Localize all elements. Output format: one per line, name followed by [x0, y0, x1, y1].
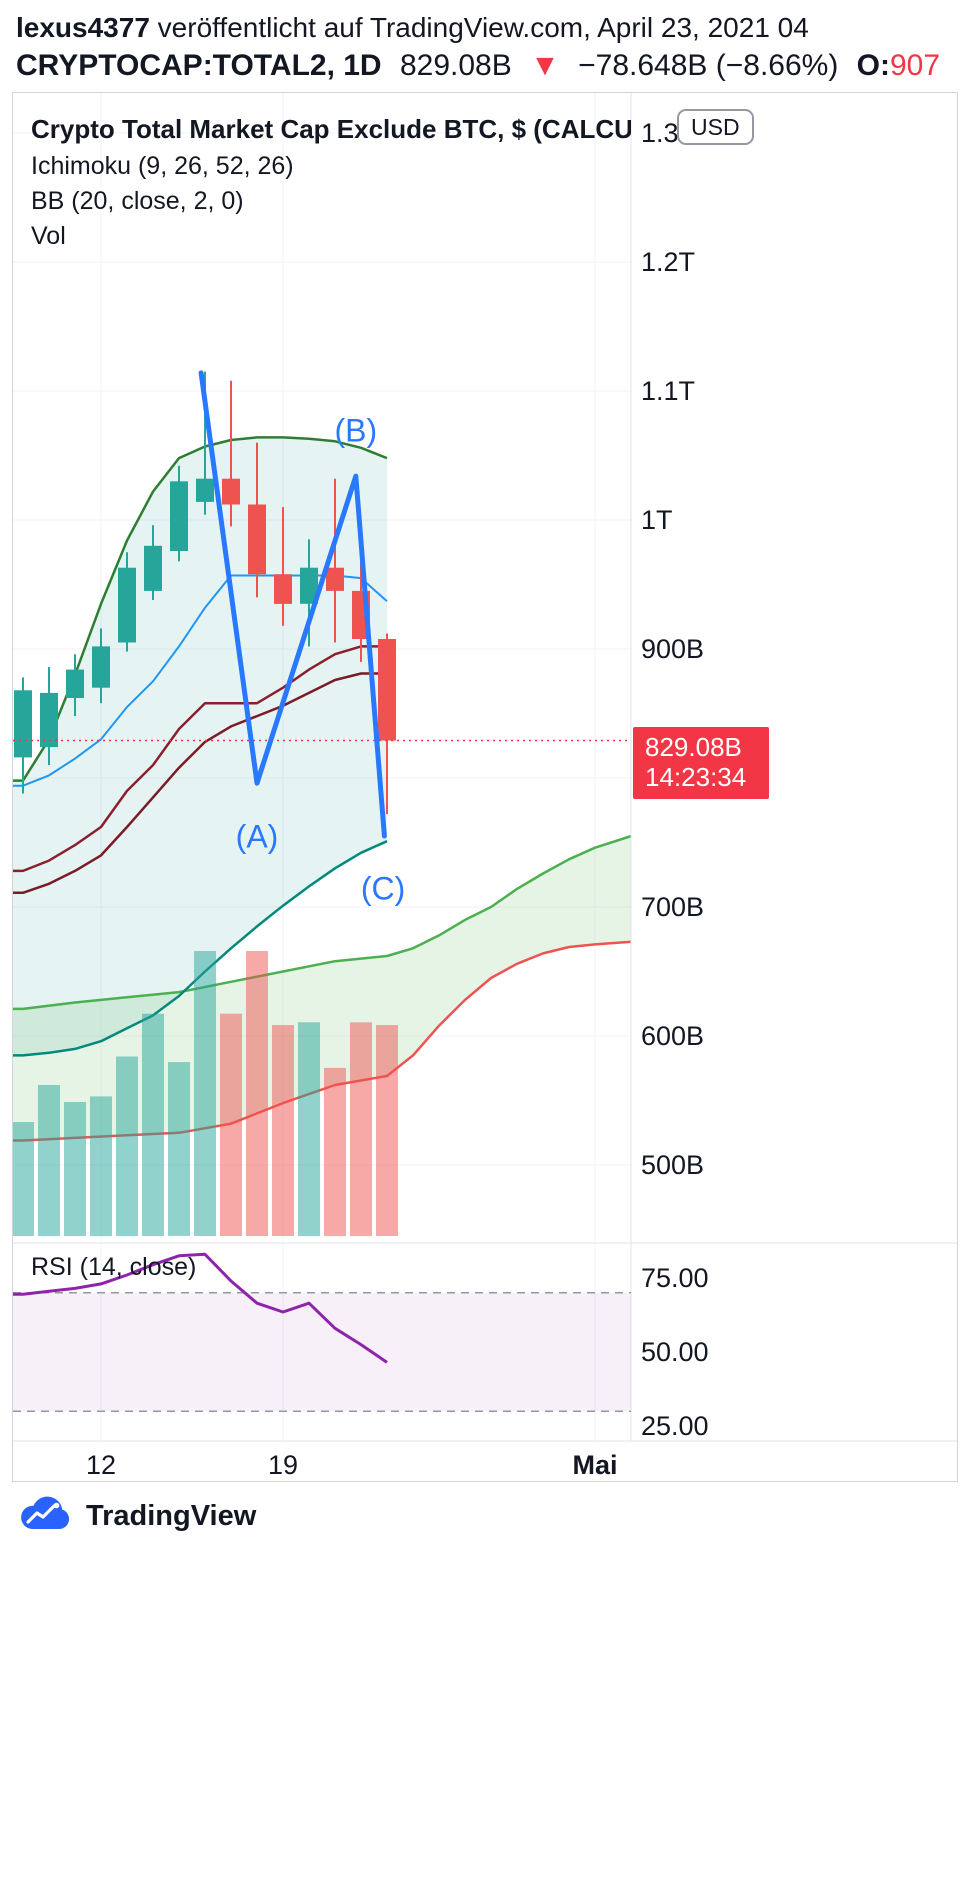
- header: lexus4377 veröffentlicht auf TradingView…: [16, 10, 950, 86]
- annotation-label[interactable]: (B): [334, 412, 377, 448]
- rsi-tick-label[interactable]: 50.00: [641, 1337, 709, 1367]
- symbol-line: CRYPTOCAP:TOTAL2, 1D 829.08B ▼ −78.648B …: [16, 46, 950, 86]
- open-price: O:907: [857, 49, 940, 82]
- zigzag-line[interactable]: [198, 370, 387, 839]
- volume-bar: [376, 1025, 398, 1236]
- candle-body: [326, 567, 344, 591]
- tradingview-wordmark[interactable]: TradingView: [86, 1499, 257, 1532]
- senkou-b-current: [13, 840, 388, 1057]
- volume-bar: [64, 1102, 86, 1236]
- price-tick-label[interactable]: 1.2T: [641, 247, 695, 277]
- bb-basis: [13, 672, 387, 895]
- volume-bar: [38, 1085, 60, 1237]
- author-username[interactable]: lexus4377: [16, 12, 150, 43]
- down-arrow-icon: ▼: [530, 49, 560, 82]
- candle-body: [92, 646, 110, 688]
- kumo-future-top: [13, 834, 632, 1011]
- footer: TradingView: [18, 1496, 256, 1536]
- volume-bar: [142, 1013, 164, 1236]
- candle-body: [40, 692, 58, 748]
- volume-bar: [272, 1025, 294, 1236]
- candle-body: [222, 478, 240, 505]
- currency-toggle[interactable]: USD: [677, 109, 754, 145]
- publish-info: veröffentlicht auf TradingView.com, Apri…: [149, 12, 809, 43]
- candle-body: [378, 639, 396, 741]
- time-tick-label[interactable]: 19: [268, 1450, 298, 1480]
- rsi-tick-label[interactable]: 25.00: [641, 1411, 709, 1441]
- price-tick-label[interactable]: 500B: [641, 1150, 704, 1180]
- tradingview-logo-icon[interactable]: [18, 1496, 74, 1536]
- senkou-a-current: [13, 436, 388, 782]
- elliott-annotation: (A) (B) (C): [198, 370, 405, 906]
- price-tick-label[interactable]: 1T: [641, 505, 673, 535]
- price-change: −78.648B (−8.66%): [578, 49, 839, 82]
- time-tick-label[interactable]: Mai: [572, 1450, 617, 1480]
- last-price-tag: 829.08B 14:23:34: [633, 727, 769, 799]
- ichimoku-clouds: [13, 437, 632, 1141]
- candle-body: [248, 504, 266, 575]
- publish-line: lexus4377 veröffentlicht auf TradingView…: [16, 10, 950, 46]
- rsi-tick-label[interactable]: 75.00: [641, 1263, 709, 1293]
- candle-body: [300, 567, 318, 604]
- rsi-band: [13, 1292, 631, 1412]
- volume-bar: [324, 1067, 346, 1237]
- volume-bar: [246, 951, 268, 1236]
- annotation-label[interactable]: (C): [361, 870, 405, 906]
- candle-body: [14, 690, 32, 758]
- open-label: O:: [856, 49, 890, 82]
- volume-bar: [168, 1062, 190, 1236]
- candle-body: [196, 478, 214, 502]
- base-line: [13, 645, 387, 873]
- candle-body: [144, 545, 162, 591]
- volume-bar: [350, 1022, 372, 1237]
- indicator-ichimoku[interactable]: Ichimoku (9, 26, 52, 26): [31, 152, 294, 180]
- candle-body: [66, 669, 84, 698]
- price-tick-label[interactable]: 600B: [641, 1021, 704, 1051]
- indicator-vol[interactable]: Vol: [31, 222, 66, 250]
- rsi-indicator-label[interactable]: RSI (14, close): [31, 1253, 197, 1281]
- price-tag-countdown: 14:23:34: [645, 762, 747, 792]
- price-tick-label[interactable]: 700B: [641, 892, 704, 922]
- volume-bars: [13, 951, 398, 1237]
- volume-bar: [194, 951, 216, 1236]
- chart-title[interactable]: Crypto Total Market Cap Exclude BTC, $ (…: [31, 114, 631, 144]
- volume-bar: [13, 1122, 34, 1236]
- candles: [14, 371, 396, 815]
- volume-bar: [220, 1013, 242, 1236]
- indicator-bb[interactable]: BB (20, close, 2, 0): [31, 187, 244, 215]
- chart-canvas[interactable]: (A)(B)(C)1.3T1.2T1.1T1T900B800B700B600B5…: [13, 93, 958, 1482]
- volume-bar: [90, 1096, 112, 1237]
- axis-labels: 1.3T1.2T1.1T1T900B800B700B600B500B75.005…: [86, 118, 709, 1480]
- symbol-title[interactable]: CRYPTOCAP:TOTAL2, 1D: [16, 49, 382, 82]
- chart-legend: Crypto Total Market Cap Exclude BTC, $ (…: [31, 109, 631, 254]
- open-value: 907: [889, 49, 941, 82]
- indicator-lines: [13, 436, 632, 1142]
- candle-body: [274, 574, 292, 604]
- chart-container[interactable]: (A)(B)(C)1.3T1.2T1.1T1T900B800B700B600B5…: [12, 92, 958, 1482]
- volume-bar: [116, 1056, 138, 1237]
- volume-bar: [298, 1022, 320, 1237]
- candle-body: [170, 481, 188, 551]
- price-tick-label[interactable]: 1.1T: [641, 376, 695, 406]
- annotation-label[interactable]: (A): [236, 819, 279, 855]
- rsi-line: [13, 1252, 388, 1364]
- price-tick-label[interactable]: 900B: [641, 634, 704, 664]
- price-tag-value: 829.08B: [645, 732, 742, 762]
- time-tick-label[interactable]: 12: [86, 1450, 116, 1480]
- last-price-value: 829.08B: [399, 49, 512, 82]
- kumo-future: [13, 836, 632, 1141]
- candle-body: [118, 567, 136, 643]
- rsi-pane: [13, 1252, 631, 1412]
